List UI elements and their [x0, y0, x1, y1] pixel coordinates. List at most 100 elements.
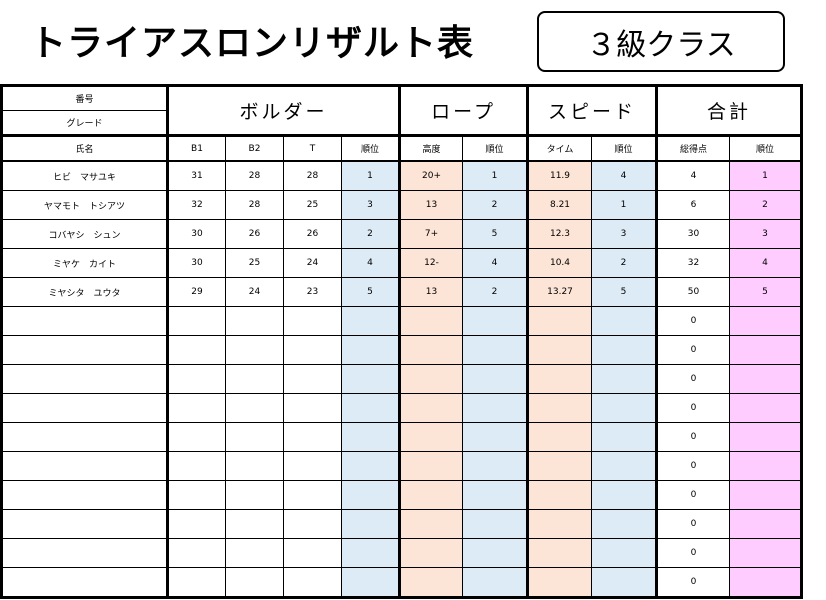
value-cell	[167, 451, 226, 481]
value-cell	[399, 364, 464, 394]
column-header: 氏名	[1, 135, 169, 162]
column-header: T	[283, 135, 342, 162]
column-header: 順位	[340, 135, 402, 162]
title: トライアスロンリザルト表	[30, 23, 475, 64]
value-cell	[225, 451, 284, 481]
value-cell	[167, 393, 226, 423]
value-cell	[167, 538, 226, 568]
value-cell: 2	[462, 277, 530, 307]
value-cell: 0	[656, 393, 731, 423]
table-row: 番号 ボルダー ロープ スピード 合計	[1, 85, 803, 137]
value-cell: 12.3	[527, 219, 593, 249]
column-header: 高度	[399, 135, 464, 162]
table-row: 0	[1, 393, 803, 423]
value-cell: 3	[340, 190, 402, 220]
value-cell	[283, 480, 342, 510]
table-row: ミヤケ カイト 30 25 24 4 12- 4 10.4 2 32 4	[1, 248, 803, 278]
value-cell: 5	[729, 277, 803, 307]
table-row: 0	[1, 364, 803, 394]
name-cell	[1, 306, 169, 336]
value-cell: 23	[283, 277, 342, 307]
value-cell: 8.21	[527, 190, 593, 220]
value-cell: 50	[656, 277, 731, 307]
value-cell	[527, 451, 593, 481]
value-cell	[399, 335, 464, 365]
value-cell: 0	[656, 538, 731, 568]
value-cell	[399, 306, 464, 336]
class-label: ３級クラス	[537, 11, 785, 72]
value-cell: 2	[462, 190, 530, 220]
value-cell: 30	[167, 248, 226, 278]
value-cell	[729, 393, 803, 423]
name-cell	[1, 364, 169, 394]
value-cell	[399, 509, 464, 539]
table-row: ヒビ マサユキ 31 28 28 1 20+ 1 11.9 4 4 1	[1, 160, 803, 191]
value-cell	[399, 422, 464, 452]
value-cell	[399, 567, 464, 598]
value-cell	[340, 364, 402, 394]
value-cell: 20+	[399, 160, 464, 191]
value-cell	[527, 422, 593, 452]
value-cell: 0	[656, 422, 731, 452]
value-cell	[167, 306, 226, 336]
name-cell: ミヤシタ ユウタ	[1, 277, 169, 307]
value-cell: 1	[729, 160, 803, 191]
value-cell: 4	[340, 248, 402, 278]
name-cell	[1, 451, 169, 481]
value-cell	[283, 306, 342, 336]
value-cell: 6	[656, 190, 731, 220]
value-cell	[167, 364, 226, 394]
value-cell	[462, 480, 530, 510]
value-cell	[729, 480, 803, 510]
value-cell: 24	[283, 248, 342, 278]
value-cell	[167, 480, 226, 510]
value-cell	[340, 335, 402, 365]
value-cell	[225, 480, 284, 510]
value-cell	[591, 480, 659, 510]
name-cell	[1, 538, 169, 568]
value-cell	[591, 422, 659, 452]
value-cell	[729, 509, 803, 539]
value-cell: 10.4	[527, 248, 593, 278]
value-cell	[340, 422, 402, 452]
value-cell	[283, 567, 342, 598]
value-cell	[340, 393, 402, 423]
value-cell	[527, 335, 593, 365]
group-header: スピード	[527, 85, 659, 137]
value-cell: 32	[656, 248, 731, 278]
value-cell	[527, 306, 593, 336]
name-cell	[1, 393, 169, 423]
value-cell: 0	[656, 567, 731, 598]
value-cell: 24	[225, 277, 284, 307]
table-row: 0	[1, 480, 803, 510]
name-cell: ヤマモト トシアツ	[1, 190, 169, 220]
value-cell	[283, 509, 342, 539]
value-cell: 2	[729, 190, 803, 220]
value-cell	[167, 422, 226, 452]
value-cell: 1	[340, 160, 402, 191]
value-cell: 1	[462, 160, 530, 191]
value-cell: 29	[167, 277, 226, 307]
value-cell	[283, 422, 342, 452]
group-header: 合計	[656, 85, 803, 137]
column-header: B1	[167, 135, 226, 162]
column-header: B2	[225, 135, 284, 162]
value-cell	[462, 538, 530, 568]
value-cell	[399, 480, 464, 510]
value-cell: 28	[283, 160, 342, 191]
value-cell	[167, 509, 226, 539]
table-row: ヤマモト トシアツ 32 28 25 3 13 2 8.21 1 6 2	[1, 190, 803, 220]
value-cell: 25	[283, 190, 342, 220]
value-cell: 1	[591, 190, 659, 220]
value-cell: 0	[656, 509, 731, 539]
value-cell: 5	[591, 277, 659, 307]
column-header: 総得点	[656, 135, 731, 162]
value-cell	[591, 538, 659, 568]
table-row: 氏名 B1 B2 T 順位 高度 順位 タイム 順位 総得点 順位	[1, 135, 803, 162]
value-cell	[225, 306, 284, 336]
value-cell: 0	[656, 451, 731, 481]
value-cell	[340, 567, 402, 598]
value-cell	[283, 364, 342, 394]
table-row: ミヤシタ ユウタ 29 24 23 5 13 2 13.27 5 50 5	[1, 277, 803, 307]
value-cell: 13.27	[527, 277, 593, 307]
